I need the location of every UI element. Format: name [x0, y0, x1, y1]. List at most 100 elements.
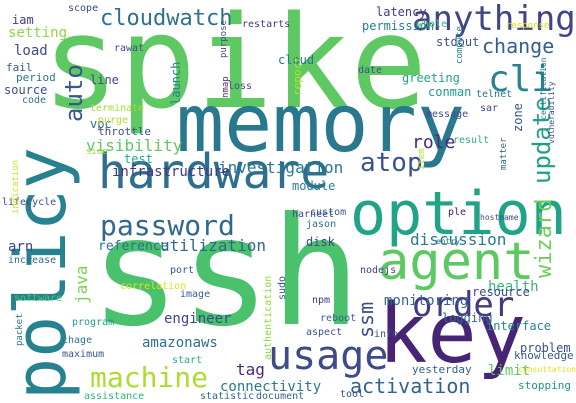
word: utilization [160, 236, 266, 255]
word: document [256, 391, 305, 402]
word: wizard [532, 198, 557, 278]
word: stopping [518, 379, 571, 392]
word: anything [412, 0, 576, 39]
word: key [378, 287, 527, 382]
word: memory [176, 77, 465, 170]
word: agent [378, 232, 535, 292]
word: spike [42, 0, 428, 138]
word: test [124, 152, 153, 166]
word: loss [228, 81, 253, 92]
word: assistance [84, 391, 145, 402]
word: hardware [98, 144, 330, 200]
word: whole [417, 19, 448, 30]
word: statistic [200, 391, 255, 402]
word: compute [455, 26, 465, 64]
word: order [412, 285, 515, 325]
word: aspect [306, 327, 343, 338]
word: nmap [221, 76, 231, 98]
word: custom [310, 207, 347, 218]
word: auto [60, 64, 88, 122]
word: lifecycle [2, 197, 57, 208]
word: response [506, 21, 550, 31]
word: side [86, 147, 108, 157]
word: maximum [62, 349, 105, 360]
word: atop [360, 148, 423, 178]
word: matter [499, 137, 509, 170]
word: tool [340, 389, 365, 400]
word: correlation [120, 281, 187, 292]
word: terminate [90, 103, 145, 114]
word: logging [442, 311, 493, 325]
word: restarts [242, 19, 291, 30]
word: result [453, 135, 490, 146]
word: start [172, 355, 203, 366]
word: indication [11, 159, 21, 214]
word: software [14, 293, 63, 304]
word: increase [8, 255, 57, 266]
word: port [170, 265, 195, 276]
word: purge [98, 115, 129, 126]
word: activation [350, 374, 471, 398]
word: knowledge [514, 349, 574, 362]
word: conman [428, 85, 472, 99]
word: certification [539, 57, 548, 120]
word: throttle [98, 125, 151, 138]
word: arn [8, 239, 34, 255]
word: purpose [219, 20, 229, 58]
word: problem [520, 341, 571, 355]
word: usage [268, 333, 389, 379]
word: consultation [518, 365, 576, 374]
word: cli [488, 59, 554, 100]
word: resource [472, 285, 530, 299]
word: entry [436, 237, 461, 246]
word: vpc [90, 117, 112, 131]
word: image [180, 289, 211, 300]
word: permission [362, 19, 435, 33]
word: interface [486, 319, 552, 333]
word: date [358, 65, 383, 76]
word: info [374, 329, 399, 340]
word: period [16, 71, 56, 84]
word: code [22, 95, 47, 106]
word: cloud [278, 53, 315, 67]
word: launch [169, 61, 183, 105]
word: engineer [164, 311, 232, 327]
word: ple [448, 207, 467, 218]
word: password [100, 209, 235, 242]
word: ssm [354, 301, 378, 338]
word: authentication [263, 275, 274, 360]
word: iam [12, 13, 34, 27]
word: telnet [476, 89, 513, 100]
word: nodejs [360, 265, 397, 276]
word: module [292, 179, 336, 193]
word: npm [312, 295, 331, 306]
word: amazonaws [142, 335, 218, 351]
word: report [291, 56, 304, 96]
word: change [482, 34, 555, 58]
word: health [488, 279, 539, 295]
word: reboot [320, 313, 357, 324]
word: infrastructure [112, 164, 231, 180]
word: latency [376, 5, 427, 19]
word: sar [480, 103, 499, 114]
word: limit [488, 363, 531, 379]
word: program [72, 317, 115, 328]
word: reference [98, 239, 169, 254]
word: ssh [90, 186, 361, 360]
word: yesterday [412, 363, 472, 376]
word: disk [306, 235, 335, 249]
word: rawat [114, 43, 145, 54]
word: fail [6, 61, 33, 74]
word: zone [511, 103, 525, 132]
word: visibility [86, 136, 183, 155]
word: tag [236, 360, 265, 379]
word: message [426, 109, 469, 120]
word: option [350, 179, 567, 249]
word: jason [306, 219, 337, 230]
word: cloudwatch [100, 6, 233, 31]
word: scope [68, 3, 99, 14]
word: line [90, 73, 119, 87]
word: java [72, 265, 91, 304]
word: discussion [410, 230, 507, 249]
